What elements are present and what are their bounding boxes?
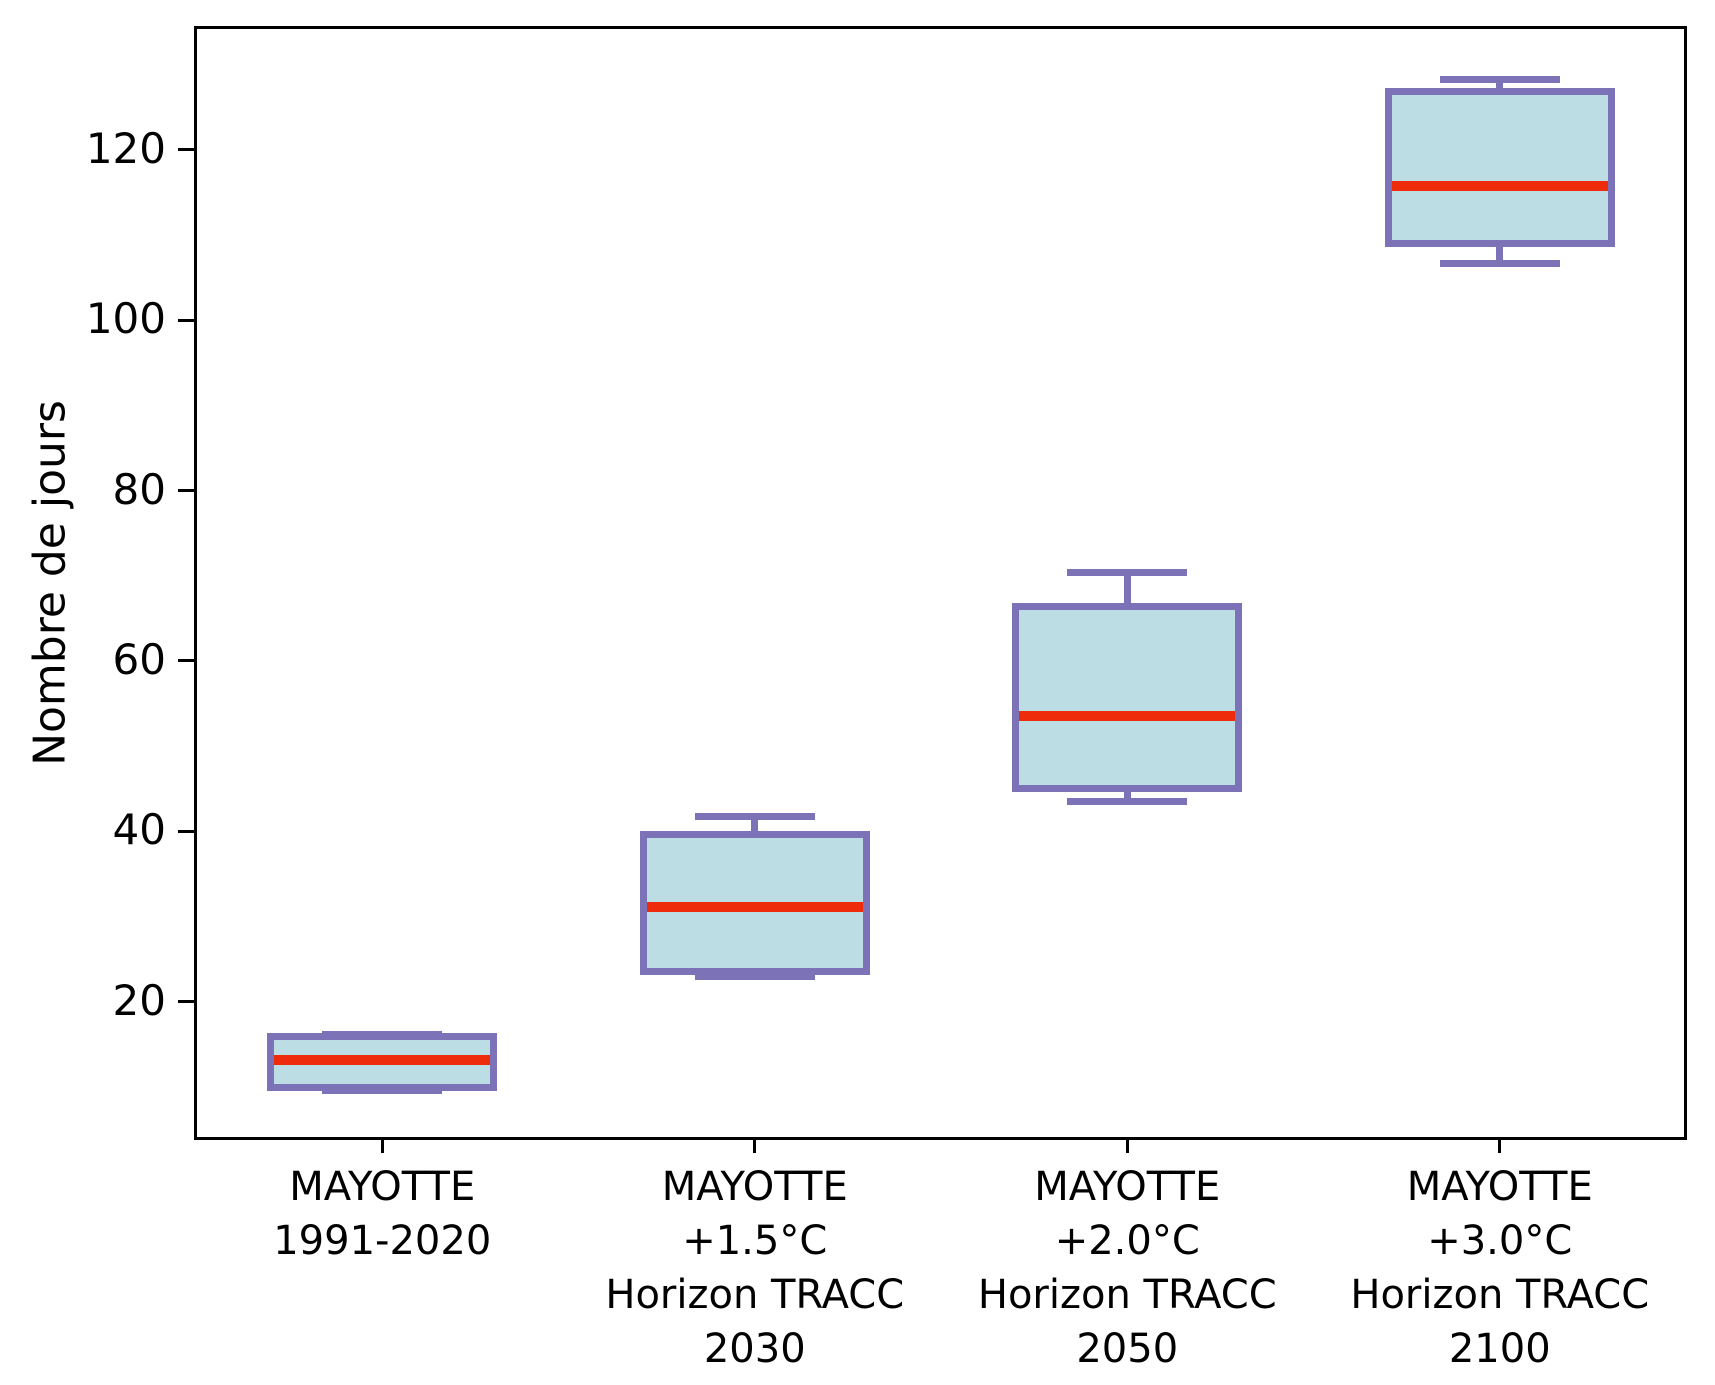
y-tick-label: 100 — [85, 294, 166, 344]
x-category-label: MAYOTTE +1.5°C Horizon TRACC 2030 — [605, 1164, 905, 1372]
whisker-cap-top — [1439, 75, 1560, 83]
whisker-stem-bottom — [1496, 243, 1504, 264]
median-line — [274, 1054, 491, 1065]
box-rect — [1384, 88, 1615, 248]
y-tick-label: 120 — [85, 123, 166, 173]
x-category-label: MAYOTTE +2.0°C Horizon TRACC 2050 — [977, 1164, 1277, 1372]
whisker-stem-top — [1496, 79, 1504, 92]
median-line — [1019, 711, 1236, 722]
y-tick-label: 60 — [112, 635, 166, 685]
y-axis-title: Nombre de jours — [24, 400, 76, 766]
y-tick-label: 80 — [112, 464, 166, 514]
plot-area — [194, 26, 1687, 1140]
y-tick-label: 40 — [112, 805, 166, 855]
x-category-label: MAYOTTE +3.0°C Horizon TRACC 2100 — [1350, 1164, 1650, 1372]
y-tick-mark — [178, 148, 196, 152]
whisker-cap-bottom — [694, 972, 815, 980]
whisker-cap-bottom — [1439, 259, 1560, 267]
y-tick-mark — [178, 1000, 196, 1004]
y-tick-mark — [178, 659, 196, 663]
x-tick-mark — [1498, 1138, 1502, 1153]
whisker-stem-top — [751, 816, 759, 835]
box-rect — [1012, 602, 1243, 793]
y-tick-mark — [178, 829, 196, 833]
y-tick-mark — [178, 318, 196, 322]
y-tick-label: 20 — [112, 975, 166, 1025]
whisker-cap-bottom — [1067, 798, 1188, 805]
whisker-cap-top — [1067, 568, 1188, 576]
median-line — [646, 902, 863, 913]
whisker-stem-bottom — [1123, 788, 1131, 802]
median-line — [1391, 180, 1608, 191]
x-tick-mark — [1125, 1138, 1129, 1153]
x-tick-mark — [753, 1138, 757, 1153]
y-tick-mark — [178, 489, 196, 493]
whisker-stem-top — [1123, 572, 1131, 607]
whisker-cap-top — [694, 813, 815, 821]
x-tick-mark — [380, 1138, 384, 1153]
x-category-label: MAYOTTE 1991-2020 — [273, 1164, 492, 1264]
